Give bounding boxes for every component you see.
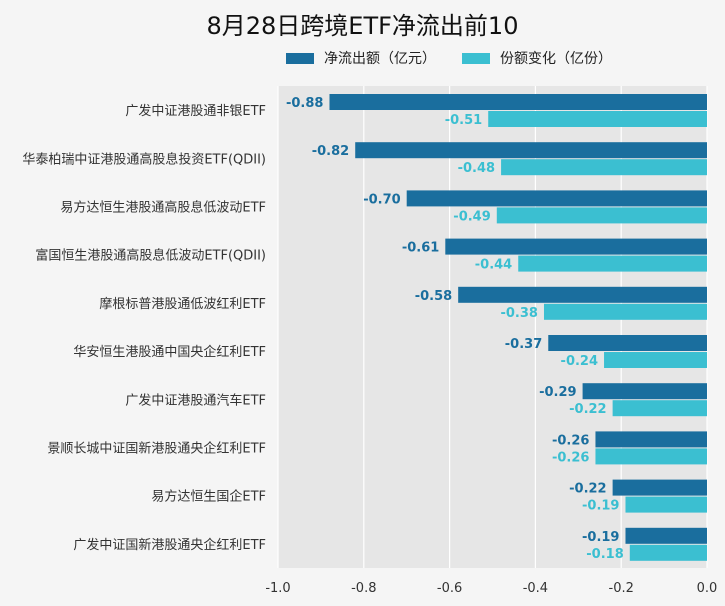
data-label-share-change: -0.24	[561, 354, 598, 369]
bar-outflow	[625, 527, 707, 544]
legend-label-share-change: 份额变化（亿份）	[500, 51, 612, 67]
legend-swatch-outflow	[286, 52, 314, 64]
chart-legend: 净流出额（亿元） 份额变化（亿份）	[286, 48, 638, 68]
data-label-outflow: -0.22	[569, 482, 606, 497]
legend-label-outflow: 净流出额（亿元）	[324, 51, 436, 67]
x-tick-label: -0.2	[609, 581, 634, 596]
data-label-outflow: -0.58	[415, 289, 452, 304]
legend-item-outflow: 净流出额（亿元）	[286, 48, 436, 68]
data-label-share-change: -0.49	[453, 209, 490, 224]
bar-outflow	[582, 383, 707, 400]
data-label-share-change: -0.18	[586, 547, 623, 562]
x-tick-label: -0.4	[523, 581, 548, 596]
data-label-outflow: -0.26	[552, 433, 589, 448]
data-label-share-change: -0.44	[475, 258, 512, 273]
data-label-share-change: -0.26	[552, 450, 589, 465]
bar-outflow	[595, 431, 707, 448]
data-label-outflow: -0.88	[286, 96, 323, 111]
data-label-share-change: -0.48	[458, 161, 495, 176]
bar-outflow	[445, 238, 707, 255]
x-tick-label: -0.8	[351, 581, 376, 596]
bar-outflow	[355, 142, 707, 159]
legend-item-share-change: 份额变化（亿份）	[462, 48, 612, 68]
bar-share-change	[595, 448, 707, 465]
bar-share-change	[518, 255, 707, 272]
bar-share-change	[612, 400, 707, 417]
bar-outflow	[612, 479, 707, 496]
bar-share-change	[604, 352, 707, 368]
bar-share-change	[496, 207, 707, 224]
data-label-share-change: -0.38	[500, 306, 537, 321]
chart-title: 8月28日跨境ETF净流出前10	[206, 12, 519, 40]
category-label: 广发中证国新港股通央企红利ETF	[73, 537, 266, 553]
data-label-outflow: -0.29	[539, 385, 576, 400]
bar-outflow	[548, 335, 707, 351]
category-label: 广发中证港股通非银ETF	[125, 103, 266, 119]
category-label: 华泰柏瑞中证港股通高股息投资ETF(QDII)	[22, 151, 266, 167]
category-label: 广发中证港股通汽车ETF	[125, 392, 266, 408]
data-label-share-change: -0.22	[569, 402, 606, 417]
data-label-outflow: -0.37	[505, 337, 542, 352]
category-label: 易方达恒生国企ETF	[151, 489, 266, 505]
bar-outflow	[329, 94, 707, 110]
bar-share-change	[501, 159, 707, 176]
x-tick-label: -1.0	[265, 581, 290, 596]
category-label: 华安恒生港股通中国央企红利ETF	[73, 344, 266, 360]
data-label-outflow: -0.82	[312, 144, 349, 159]
data-label-outflow: -0.61	[402, 241, 439, 256]
category-label: 富国恒生港股通高股息低波动ETF(QDII)	[35, 248, 266, 264]
legend-swatch-share-change	[462, 52, 490, 64]
data-label-outflow: -0.19	[582, 530, 619, 545]
bar-share-change	[488, 111, 707, 127]
bar-outflow	[406, 190, 707, 207]
data-label-share-change: -0.51	[445, 113, 482, 128]
data-label-share-change: -0.19	[582, 499, 619, 514]
category-label: 景顺长城中证国新港股通央企红利ETF	[47, 441, 266, 457]
x-tick-label: -0.6	[437, 581, 462, 596]
bar-outflow	[458, 286, 707, 303]
x-tick-label: 0.0	[697, 581, 718, 596]
category-label: 易方达恒生港股通高股息低波动ETF	[60, 200, 266, 216]
data-label-outflow: -0.70	[363, 192, 400, 207]
category-label: 摩根标普港股通低波红利ETF	[99, 296, 266, 312]
bar-share-change	[625, 496, 707, 513]
bar-share-change	[629, 544, 707, 561]
bar-share-change	[543, 303, 707, 320]
